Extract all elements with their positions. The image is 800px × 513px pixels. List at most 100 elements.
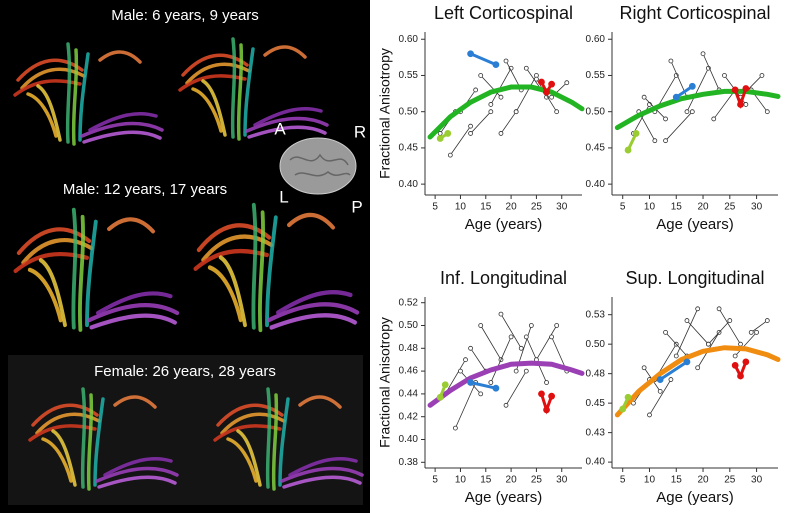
- data-point: [478, 391, 484, 397]
- orientation-label: L: [279, 187, 288, 206]
- data-point: [444, 130, 452, 137]
- data-point: [468, 123, 473, 129]
- x-tick-label: 25: [724, 475, 736, 486]
- subject-trajectory: [649, 379, 672, 416]
- y-tick-label: 0.55: [399, 70, 419, 81]
- x-tick-label: 15: [671, 475, 683, 486]
- data-point: [538, 390, 545, 398]
- y-tick-label: 0.38: [399, 457, 419, 468]
- data-point: [543, 406, 550, 414]
- fit-curve: [427, 360, 585, 408]
- x-axis-label: Age (years): [465, 216, 543, 233]
- y-tick-label: 0.45: [586, 398, 606, 409]
- x-tick-label: 30: [556, 475, 568, 486]
- data-point: [668, 377, 674, 382]
- data-point: [498, 94, 504, 100]
- data-point: [754, 329, 759, 335]
- data-point: [549, 334, 555, 340]
- subject-trajectory: [515, 75, 537, 113]
- y-tick-label: 0.60: [586, 34, 606, 45]
- subject-trajectory: [500, 111, 517, 134]
- data-point: [548, 80, 556, 88]
- x-tick-label: 30: [751, 475, 763, 486]
- data-point: [764, 318, 770, 323]
- data-point: [759, 73, 765, 78]
- data-point: [688, 82, 696, 90]
- data-point: [738, 341, 743, 347]
- x-tick-label: 10: [455, 475, 467, 486]
- y-tick-label: 0.45: [586, 143, 606, 154]
- x-tick-label: 15: [480, 475, 492, 486]
- fit-curve: [614, 88, 781, 131]
- data-point: [742, 358, 750, 366]
- x-tick-label: 10: [644, 202, 656, 213]
- data-point: [467, 379, 474, 386]
- data-point: [488, 102, 494, 107]
- subject-trajectory: [449, 125, 471, 156]
- data-point: [467, 50, 474, 58]
- data-point: [683, 358, 691, 366]
- fit-curve: [427, 84, 585, 140]
- y-tick-label: 0.48: [399, 343, 419, 354]
- y-axis-label: Fractional Anisotropy: [377, 317, 393, 448]
- chart-title: Inf. Longitudinal: [440, 268, 567, 288]
- data-point: [743, 102, 749, 107]
- data-point: [488, 109, 494, 115]
- highlight-trajectory: [658, 360, 689, 382]
- y-tick-label: 0.44: [399, 389, 419, 400]
- data-point: [492, 61, 500, 68]
- data-point: [554, 323, 560, 328]
- subject-trajectory: [480, 325, 502, 361]
- subject-trajectory: [505, 370, 527, 406]
- data-point: [731, 361, 739, 369]
- x-tick-label: 10: [644, 475, 656, 486]
- data-point: [624, 393, 632, 401]
- data-point: [437, 131, 443, 136]
- data-point: [488, 380, 494, 385]
- data-point: [663, 116, 668, 122]
- subject-trajectory: [490, 336, 512, 383]
- data-point: [641, 94, 647, 100]
- subject-trajectory: [470, 111, 492, 134]
- x-axis-label: Age (years): [656, 216, 734, 233]
- data-point: [468, 345, 473, 351]
- data-point: [554, 109, 560, 115]
- subject-trajectory: [500, 313, 522, 349]
- data-point: [508, 334, 514, 340]
- x-tick-label: 30: [751, 202, 763, 213]
- x-tick-label: 5: [620, 475, 626, 486]
- subject-trajectory: [707, 320, 731, 345]
- chart-title: Right Corticospinal: [619, 3, 770, 23]
- data-point: [716, 306, 722, 312]
- y-tick-label: 0.40: [586, 457, 606, 468]
- subject-trajectory: [734, 331, 757, 357]
- subject-trajectory: [702, 53, 720, 91]
- y-tick-label: 0.52: [399, 297, 419, 308]
- data-point: [478, 323, 484, 328]
- data-point: [468, 131, 473, 136]
- x-tick-label: 25: [724, 202, 736, 213]
- x-axis-label: Age (years): [656, 489, 734, 506]
- data-point: [663, 329, 668, 335]
- data-point: [436, 393, 444, 401]
- subject-trajectory: [750, 320, 768, 333]
- data-point: [647, 412, 652, 418]
- data-point: [641, 365, 647, 371]
- subject-trajectory: [490, 67, 512, 105]
- data-point: [652, 138, 658, 144]
- data-point: [523, 334, 529, 340]
- brain-icon: [279, 137, 357, 195]
- data-point: [673, 353, 679, 359]
- data-point: [695, 306, 701, 312]
- brain-gyri: [289, 153, 351, 177]
- subject-trajectory: [718, 308, 741, 345]
- data-point: [534, 76, 539, 82]
- data-point: [498, 311, 504, 317]
- data-point: [447, 152, 453, 158]
- data-point: [732, 353, 738, 359]
- data-point: [518, 345, 524, 351]
- x-tick-label: 10: [455, 202, 467, 213]
- y-tick-label: 0.40: [399, 179, 419, 190]
- chart-title: Left Corticospinal: [434, 3, 573, 23]
- data-point: [727, 318, 733, 323]
